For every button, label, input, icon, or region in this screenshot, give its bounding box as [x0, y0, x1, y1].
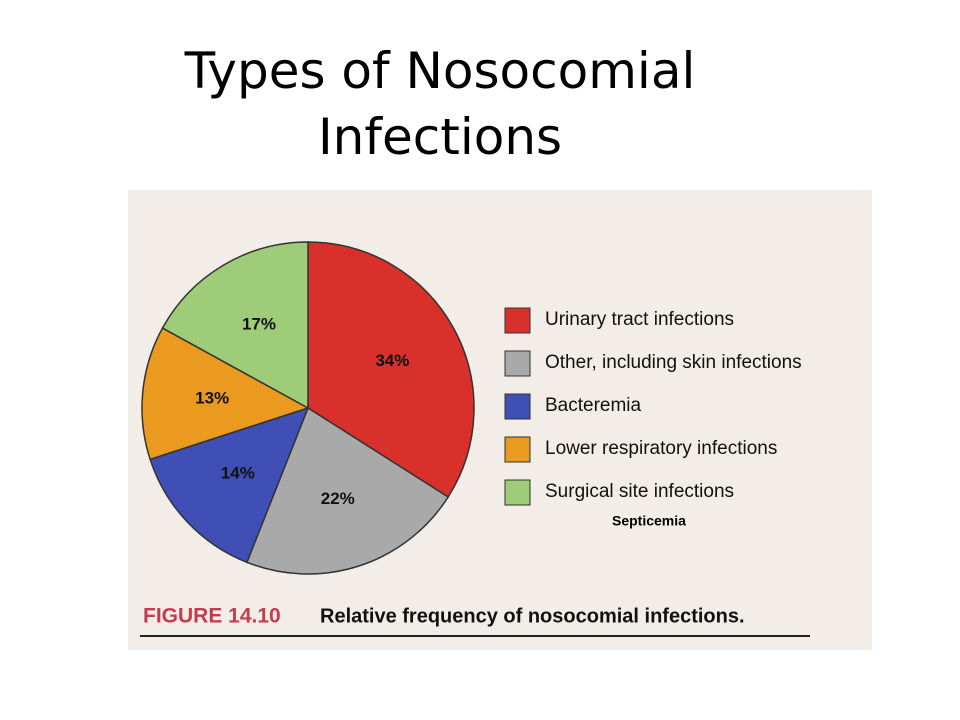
figure-number: FIGURE 14.10: [143, 605, 281, 628]
legend-swatch: [504, 350, 531, 377]
caption: Relative frequency of nosocomial infecti…: [320, 605, 745, 627]
legend-swatch: [504, 393, 531, 420]
pie: 34% 22% 14% 13% 17%: [141, 241, 475, 575]
legend-swatch: [504, 436, 531, 463]
legend: Urinary tract infections Other, including…: [504, 307, 802, 506]
legend-label: Lower respiratory infections: [545, 438, 777, 459]
slice-label: 22%: [321, 489, 355, 508]
legend-label: Surgical site infections: [545, 481, 734, 502]
annotation: Septicemia: [612, 513, 686, 529]
slice-label: 34%: [375, 351, 409, 370]
legend-swatch: [504, 479, 531, 506]
pie-slice: [245, 406, 450, 575]
slide-title: Types of Nosocomial Infections: [184, 42, 696, 166]
slice-label: 17%: [242, 315, 276, 334]
legend-label: Bacteremia: [545, 395, 642, 416]
legend-label: Urinary tract infections: [545, 309, 734, 330]
legend-label: Other, including skin infections: [545, 352, 802, 373]
slice-label: 14%: [221, 463, 255, 482]
legend-swatch: [504, 307, 531, 334]
pie-slice: [307, 241, 475, 498]
pie-slice: [141, 327, 310, 461]
slice-label: 13%: [195, 388, 229, 407]
pie-slice: [161, 241, 309, 410]
